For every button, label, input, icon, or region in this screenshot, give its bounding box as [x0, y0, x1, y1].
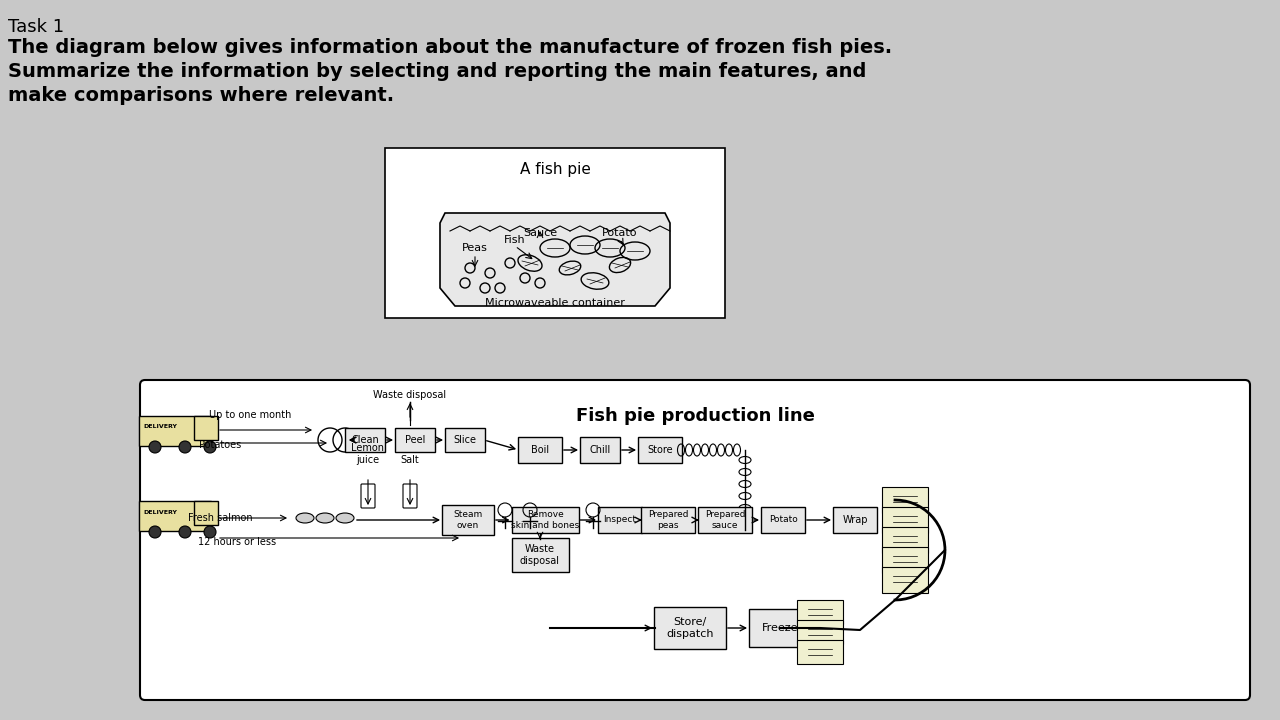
FancyBboxPatch shape: [598, 507, 643, 533]
FancyBboxPatch shape: [396, 428, 435, 452]
Text: make comparisons where relevant.: make comparisons where relevant.: [8, 86, 394, 105]
Circle shape: [148, 441, 161, 453]
Text: Microwaveable container: Microwaveable container: [485, 298, 625, 308]
Text: DELIVERY: DELIVERY: [143, 510, 177, 515]
FancyBboxPatch shape: [749, 609, 812, 647]
FancyBboxPatch shape: [346, 428, 385, 452]
FancyBboxPatch shape: [140, 416, 211, 446]
FancyBboxPatch shape: [833, 507, 877, 533]
FancyBboxPatch shape: [762, 507, 805, 533]
Text: Peas: Peas: [462, 243, 488, 253]
Circle shape: [179, 526, 191, 538]
Text: Prepared
sauce: Prepared sauce: [705, 510, 745, 530]
Text: Wrap: Wrap: [842, 515, 868, 525]
FancyBboxPatch shape: [580, 437, 620, 463]
Circle shape: [179, 441, 191, 453]
Text: Potatoes: Potatoes: [198, 440, 241, 450]
Ellipse shape: [335, 513, 355, 523]
Text: Fish pie production line: Fish pie production line: [576, 407, 814, 425]
Text: DELIVERY: DELIVERY: [143, 425, 177, 430]
FancyBboxPatch shape: [641, 507, 695, 533]
Circle shape: [204, 441, 216, 453]
Text: Remove
skin and bones: Remove skin and bones: [511, 510, 579, 530]
FancyBboxPatch shape: [512, 538, 568, 572]
Text: Sauce: Sauce: [524, 228, 557, 238]
Text: Waste
disposal: Waste disposal: [520, 544, 561, 566]
Text: Salt: Salt: [401, 455, 420, 465]
Text: Summarize the information by selecting and reporting the main features, and: Summarize the information by selecting a…: [8, 62, 867, 81]
Text: Fresh salmon: Fresh salmon: [188, 513, 252, 523]
Text: Peel: Peel: [404, 435, 425, 445]
FancyBboxPatch shape: [797, 640, 844, 664]
Text: Potato: Potato: [768, 516, 797, 524]
Text: Up to one month: Up to one month: [209, 410, 291, 420]
FancyBboxPatch shape: [797, 600, 844, 624]
Polygon shape: [440, 213, 669, 306]
FancyBboxPatch shape: [140, 380, 1251, 700]
Text: Inspect: Inspect: [603, 516, 636, 524]
Circle shape: [148, 526, 161, 538]
FancyBboxPatch shape: [512, 507, 579, 533]
FancyBboxPatch shape: [882, 567, 928, 593]
FancyBboxPatch shape: [361, 484, 375, 508]
Ellipse shape: [316, 513, 334, 523]
Text: Fish: Fish: [504, 235, 526, 245]
FancyBboxPatch shape: [403, 484, 417, 508]
Ellipse shape: [296, 513, 314, 523]
Text: The diagram below gives information about the manufacture of frozen fish pies.: The diagram below gives information abou…: [8, 38, 892, 57]
Text: Freeze: Freeze: [762, 623, 799, 633]
Text: Slice: Slice: [453, 435, 476, 445]
Text: Potato: Potato: [603, 228, 637, 238]
Text: Boil: Boil: [531, 445, 549, 455]
Circle shape: [204, 526, 216, 538]
Text: Steam
oven: Steam oven: [453, 510, 483, 530]
FancyBboxPatch shape: [882, 547, 928, 573]
FancyBboxPatch shape: [882, 487, 928, 513]
FancyBboxPatch shape: [140, 501, 211, 531]
Text: Chill: Chill: [589, 445, 611, 455]
FancyBboxPatch shape: [445, 428, 485, 452]
FancyBboxPatch shape: [518, 437, 562, 463]
FancyBboxPatch shape: [698, 507, 753, 533]
FancyBboxPatch shape: [654, 607, 726, 649]
Text: Store/
dispatch: Store/ dispatch: [667, 617, 714, 639]
Text: 12 hours or less: 12 hours or less: [198, 537, 276, 547]
Text: Store: Store: [648, 445, 673, 455]
Text: A fish pie: A fish pie: [520, 162, 590, 177]
Text: Lemon
juice: Lemon juice: [352, 444, 384, 465]
FancyBboxPatch shape: [797, 620, 844, 644]
Text: Task 1: Task 1: [8, 18, 64, 36]
FancyBboxPatch shape: [882, 507, 928, 533]
FancyBboxPatch shape: [882, 527, 928, 553]
Text: Prepared
peas: Prepared peas: [648, 510, 689, 530]
Text: Waste disposal: Waste disposal: [374, 390, 447, 400]
Text: Clean: Clean: [351, 435, 379, 445]
FancyBboxPatch shape: [385, 148, 724, 318]
FancyBboxPatch shape: [195, 416, 218, 440]
FancyBboxPatch shape: [195, 501, 218, 525]
FancyBboxPatch shape: [637, 437, 682, 463]
FancyBboxPatch shape: [442, 505, 494, 535]
